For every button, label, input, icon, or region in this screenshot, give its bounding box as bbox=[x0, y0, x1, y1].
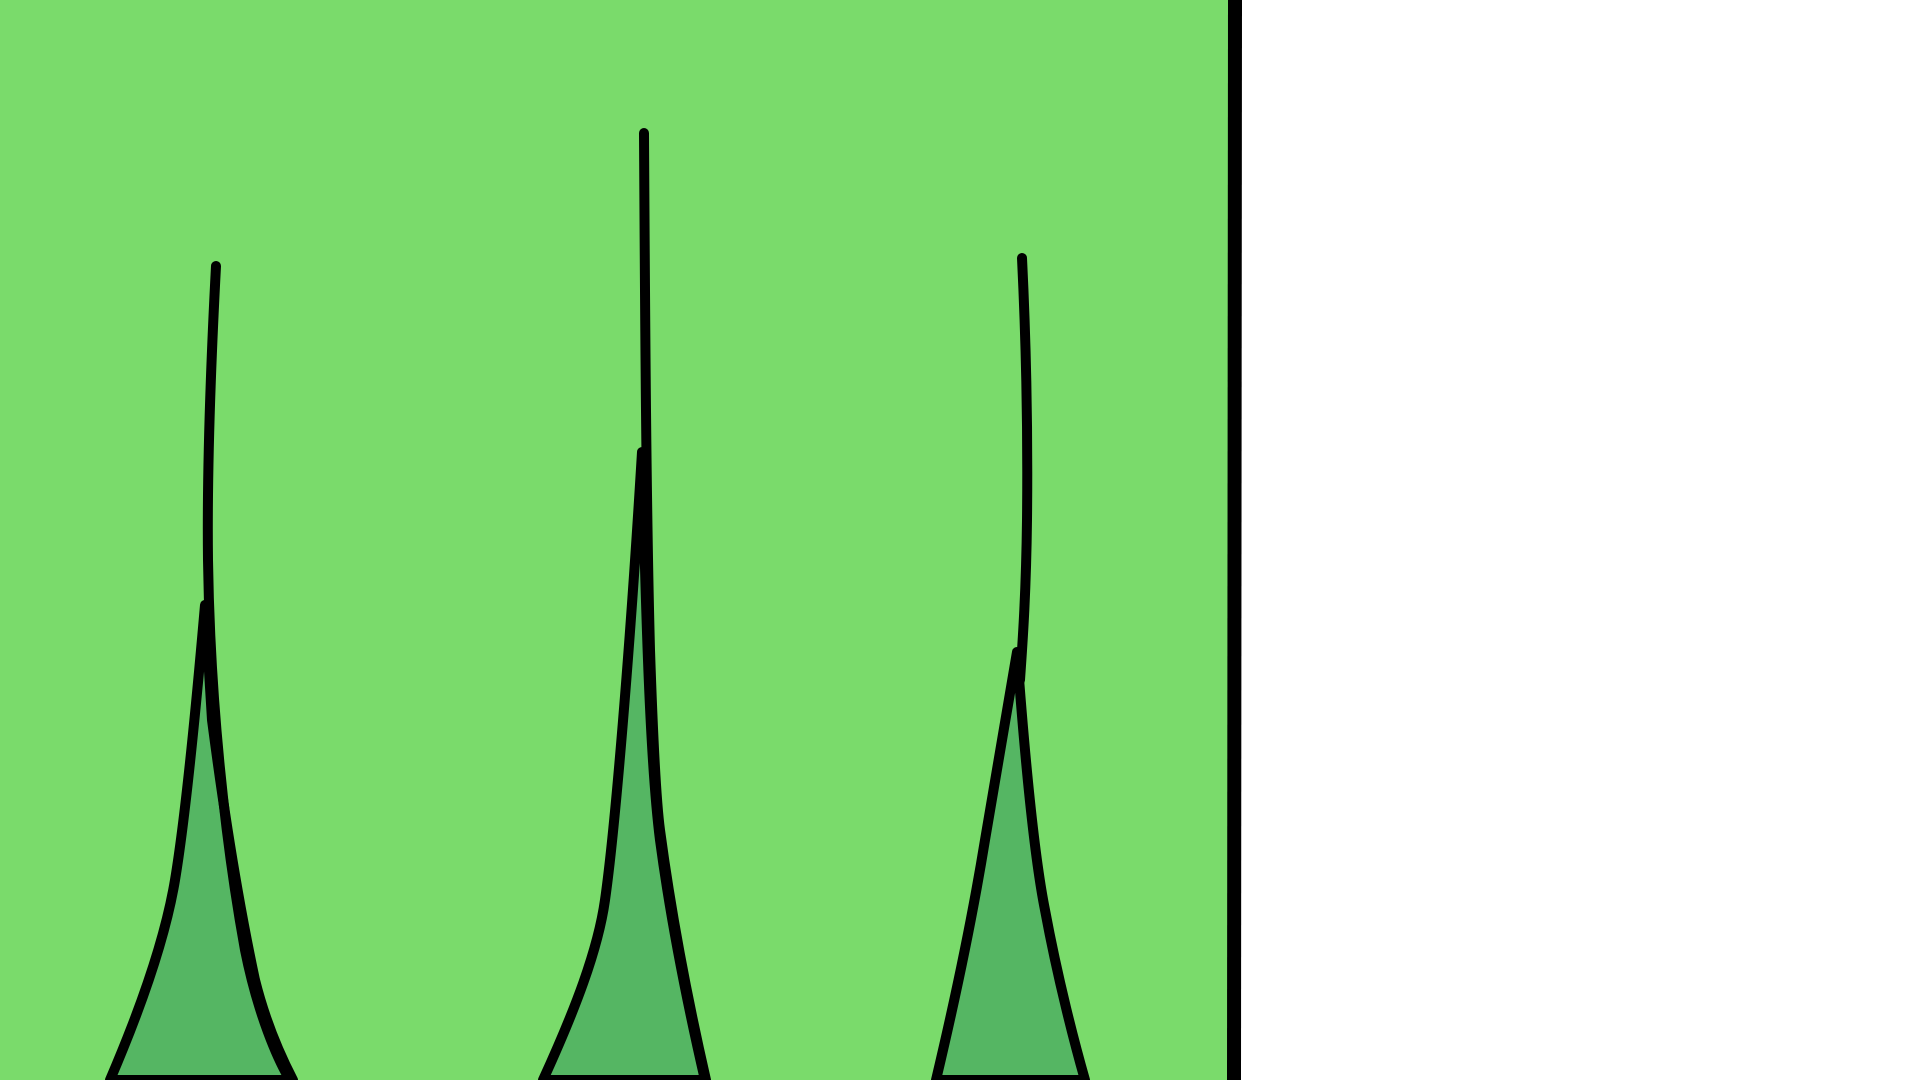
grass-tuft-left bbox=[105, 261, 298, 1080]
grass-tuft-right bbox=[931, 253, 1090, 1080]
blade-right-tall bbox=[1015, 253, 1033, 685]
blade-left-tall bbox=[202, 261, 295, 1080]
grass-tuft-center bbox=[538, 128, 711, 1080]
blade-center-tall bbox=[639, 128, 711, 1080]
panel-edge-line bbox=[1227, 0, 1242, 1080]
